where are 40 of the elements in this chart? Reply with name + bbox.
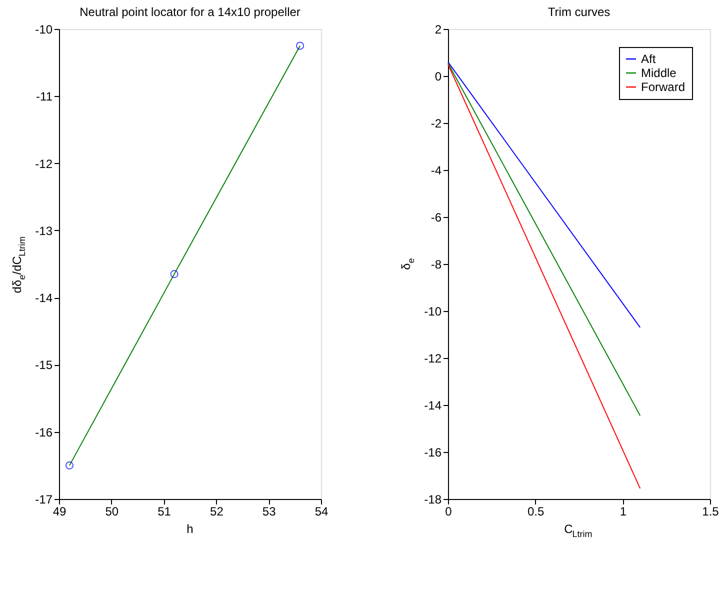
legend-label: Aft <box>641 52 656 66</box>
y-tick-label: 2 <box>434 22 442 36</box>
y-tick-label: -8 <box>430 258 442 272</box>
y-tick-label: -18 <box>424 492 442 506</box>
x-tick-label: 1 <box>620 504 627 518</box>
point <box>65 461 74 470</box>
x-tick-label: 50 <box>105 504 119 518</box>
y-tick-label: -6 <box>430 210 442 224</box>
y-tick-label: -17 <box>35 492 53 506</box>
y-tick-label: -12 <box>35 156 53 171</box>
y-tick-label: -10 <box>35 22 53 36</box>
y-axis-title: δe <box>399 258 416 270</box>
x-tick-label: 49 <box>52 504 66 518</box>
y-tick-label: -14 <box>35 291 53 306</box>
x-tick-label: 53 <box>262 504 276 518</box>
point <box>296 42 304 50</box>
x-tick-label: 52 <box>210 504 224 518</box>
y-tick-label: -14 <box>424 398 442 412</box>
y-tick-label: -13 <box>35 224 53 238</box>
legend-label: Forward <box>641 80 686 94</box>
y-tick-label: -15 <box>35 358 53 372</box>
x-tick-label: 51 <box>158 504 172 518</box>
x-tick-label: 0 <box>445 504 452 518</box>
x-axis-title: h <box>186 522 194 536</box>
chart-title: Trim curves <box>548 5 610 19</box>
y-tick-label: -10 <box>424 304 442 318</box>
y-tick-label: -4 <box>430 164 442 178</box>
y-axis-title: dδe/dCLtrim <box>10 236 27 294</box>
legend-label: Middle <box>641 66 677 80</box>
y-tick-label: -16 <box>424 446 442 460</box>
y-tick-label: -11 <box>36 90 53 104</box>
chart-title: Neutral point locator for a 14x10 propeller <box>80 5 300 19</box>
y-tick-label: -16 <box>35 425 53 440</box>
y-tick-label: 0 <box>434 70 442 84</box>
x-tick-label: 0.5 <box>527 504 544 518</box>
x-tick-label: 54 <box>314 504 328 518</box>
y-tick-label: -2 <box>430 116 442 130</box>
point <box>170 270 178 278</box>
y-tick-label: -12 <box>424 352 442 366</box>
x-tick-label: 1.5 <box>702 504 720 518</box>
